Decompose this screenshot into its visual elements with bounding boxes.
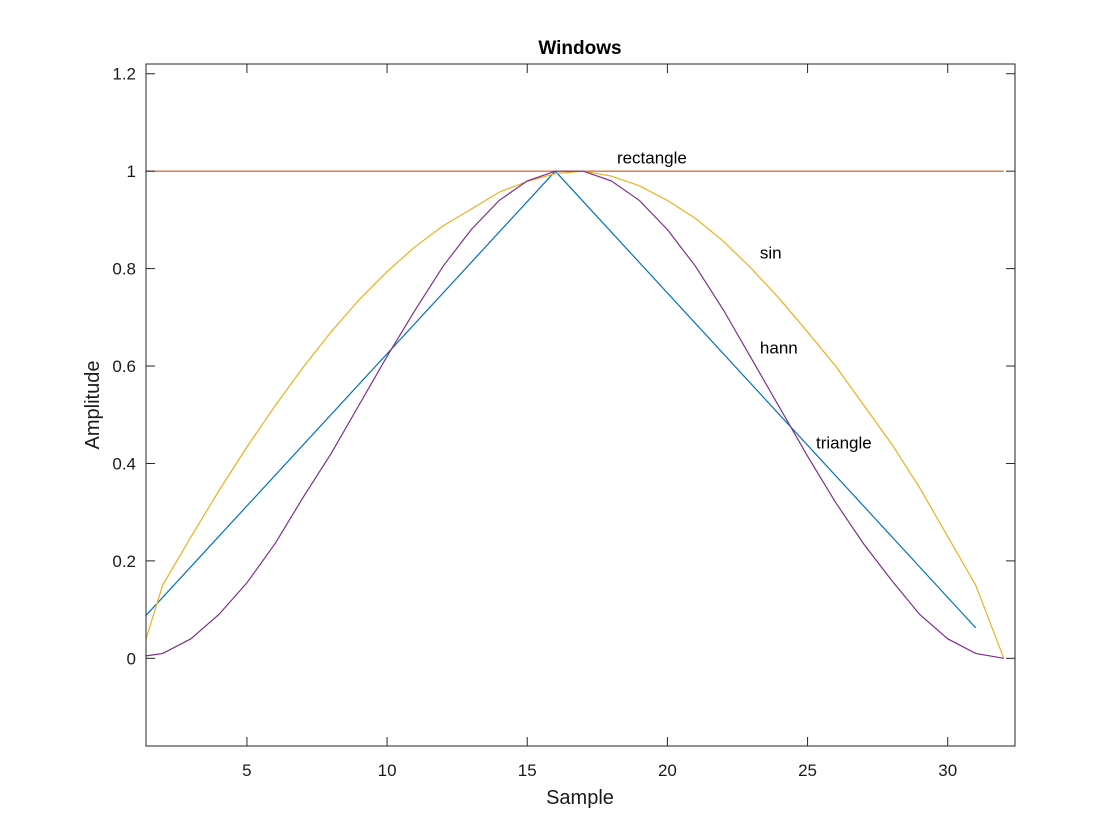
x-tick-label: 5 (242, 761, 251, 780)
series-annotations: rectangle sin hann triangle (617, 148, 872, 452)
axes-box (145, 63, 1016, 747)
y-axis-label: Amplitude (82, 361, 104, 450)
x-tick-label: 10 (378, 761, 397, 780)
y-tick-label: 0.4 (112, 454, 136, 473)
plot-lines (145, 170, 1005, 659)
y-tick-label: 0 (127, 649, 136, 668)
annotation-triangle: triangle (816, 433, 872, 452)
y-tick-label: 1.2 (112, 65, 136, 84)
series-line-hann (145, 170, 1004, 659)
y-axis-ticks: 0 0.2 0.4 0.6 0.8 1 1.2 (112, 65, 1015, 668)
x-tick-label: 15 (518, 761, 537, 780)
annotation-sin: sin (760, 243, 782, 262)
annotation-hann: hann (760, 338, 798, 357)
series-line-triangle (145, 170, 977, 629)
annotation-rectangle: rectangle (617, 148, 687, 167)
x-axis-label: Sample (546, 787, 614, 809)
x-axis-ticks: 5 10 15 20 25 30 (242, 64, 957, 780)
y-tick-label: 0.2 (112, 552, 136, 571)
series-line-sin (145, 170, 1005, 659)
x-tick-label: 20 (658, 761, 677, 780)
y-tick-label: 0.6 (112, 357, 136, 376)
chart-title: Windows (538, 38, 621, 59)
y-tick-label: 0.8 (112, 260, 136, 279)
x-tick-label: 30 (938, 761, 957, 780)
y-tick-label: 1 (127, 162, 136, 181)
x-tick-label: 25 (798, 761, 817, 780)
